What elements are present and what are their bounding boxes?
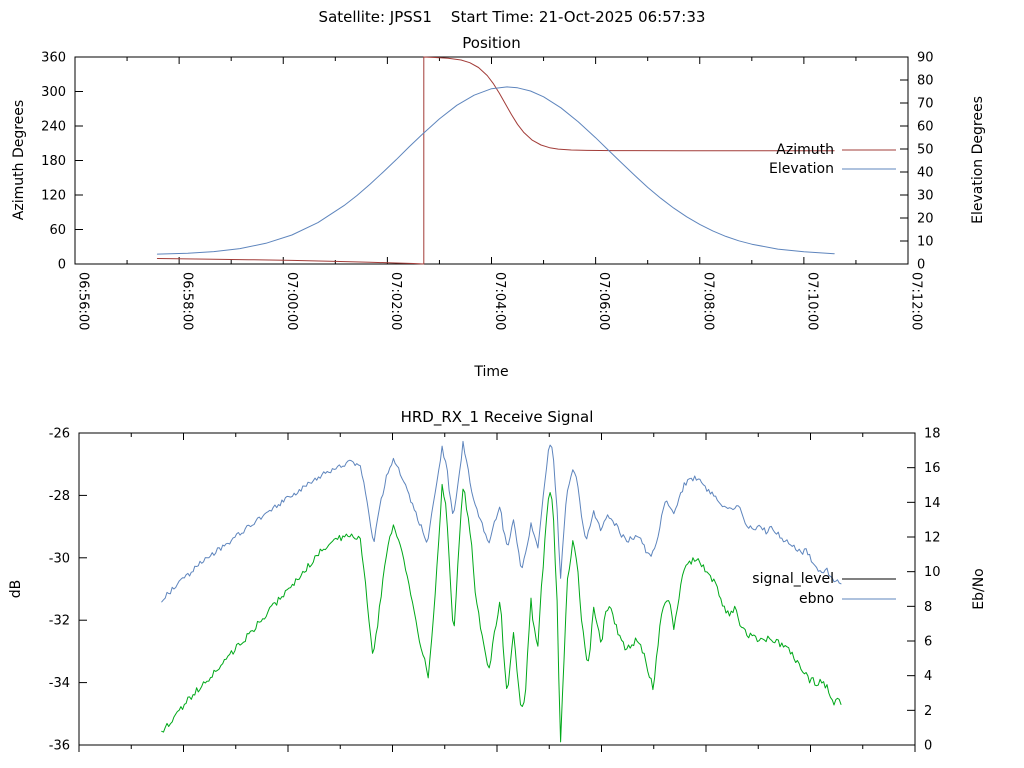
y2-tick-label: 12 [924, 531, 941, 546]
y-tick-label: 300 [41, 85, 66, 100]
receive-signal-chart-title: HRD_RX_1 Receive Signal [400, 408, 594, 426]
y-tick-label: -28 [49, 489, 70, 504]
elevation-series-line [156, 86, 835, 255]
y2-tick-label: 6 [924, 635, 932, 650]
y2-tick-label: 20 [917, 212, 934, 227]
x-tick-label: 07:12:00 [909, 272, 924, 330]
azimuth-axis-label: Azimuth Degrees [11, 99, 27, 221]
y2-tick-label: 4 [924, 669, 932, 684]
y-tick-label: -32 [49, 614, 70, 629]
x-tick-label: 07:04:00 [492, 272, 507, 330]
y2-tick-label: 18 [924, 427, 941, 442]
elevation-axis-label: Elevation Degrees [970, 96, 986, 224]
legend-label-elevation: Elevation [769, 161, 834, 177]
y2-tick-label: 14 [924, 496, 941, 511]
position-plot: 06:56:00 06:58:00 07:00:00 07:02:00 07:04:00… [41, 51, 933, 331]
y2-tick-label: 16 [924, 461, 941, 476]
signal_level-series-line [161, 483, 842, 743]
y2-tick-label: 70 [917, 97, 934, 112]
y-tick-label: -26 [49, 427, 70, 442]
y2-tick-label: 0 [924, 739, 932, 754]
x-tick-label: 06:56:00 [76, 272, 91, 330]
x-tick-label: 07:10:00 [804, 272, 819, 330]
azimuth-series-line [156, 56, 835, 265]
y-tick-label: 0 [58, 258, 66, 273]
y2-tick-label: 8 [924, 600, 932, 615]
ebno-axis-label: Eb/No [971, 568, 987, 610]
y2-tick-label: 60 [917, 120, 934, 135]
plot-frame [78, 432, 916, 746]
y-tick-label: -36 [49, 739, 70, 754]
y-tick-label: 360 [41, 51, 66, 66]
x-tick-label: 07:00:00 [284, 272, 299, 330]
receive-signal-plot: -26 -28 -30 -32 -34 -36 0 2 4 6 8 10 12 14 16 18 signal_… [49, 427, 941, 754]
x-tick-label: 07:08:00 [700, 272, 715, 330]
legend-label-azimuth: Azimuth [776, 142, 834, 158]
y2-tick-label: 2 [924, 704, 932, 719]
db-axis-label: dB [8, 579, 24, 599]
y2-tick-label: 30 [917, 189, 934, 204]
y2-tick-label: 10 [924, 565, 941, 580]
y-tick-label: -30 [49, 551, 70, 566]
y2-tick-label: 90 [917, 51, 934, 66]
figure-title: Satellite: JPSS1 Start Time: 21-Oct-2025… [318, 8, 706, 26]
time-axis-label: Time [474, 364, 509, 380]
y-tick-label: 120 [41, 189, 66, 204]
x-tick-label: 07:06:00 [596, 272, 611, 330]
y-tick-label: 180 [41, 154, 66, 169]
y2-tick-label: 50 [917, 143, 934, 158]
y2-tick-label: 40 [917, 166, 934, 181]
position-chart-title: Position [462, 34, 521, 52]
legend-label-signal_level: signal_level [752, 571, 834, 587]
y2-tick-label: 80 [917, 74, 934, 89]
ebno-series-line [161, 440, 842, 603]
x-tick-label: 07:02:00 [388, 272, 403, 330]
y-tick-label: 60 [49, 223, 66, 238]
legend-label-ebno: ebno [799, 591, 834, 607]
y-tick-label: -34 [49, 676, 70, 691]
y2-tick-label: 10 [917, 235, 934, 250]
y-tick-label: 240 [41, 120, 66, 135]
x-tick-label: 06:58:00 [180, 272, 195, 330]
y2-tick-label: 0 [917, 258, 925, 273]
